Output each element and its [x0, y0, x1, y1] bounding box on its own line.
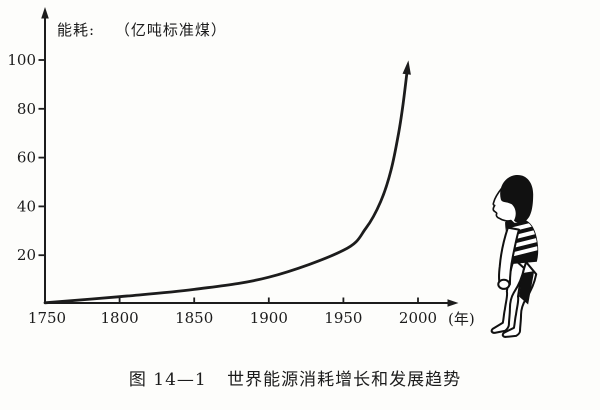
- x-tick-label: 1750: [28, 309, 66, 327]
- curve-arrowhead: [402, 60, 411, 75]
- y-tick-label: 20: [17, 246, 36, 264]
- child-hand: [497, 278, 511, 290]
- y-tick-label: 100: [7, 51, 36, 69]
- y-axis-title-prefix: 能耗:: [57, 21, 96, 39]
- x-tick-label: 1900: [250, 309, 288, 327]
- y-axis-arrow: [41, 7, 49, 19]
- child-front-leg: [490, 258, 526, 334]
- child-legs-shadow: [519, 271, 535, 305]
- x-axis-arrow: [447, 299, 459, 307]
- x-tick-label: 1800: [101, 309, 139, 327]
- y-axis-title-unit: （亿吨标准煤）: [114, 21, 227, 39]
- y-axis-title: 能耗: （亿吨标准煤）: [57, 19, 227, 40]
- figure-title: 世界能源消耗增长和发展趋势: [227, 370, 462, 390]
- child-hair: [500, 174, 534, 223]
- y-tick-label: 40: [17, 197, 36, 215]
- x-tick-label: 1850: [175, 309, 213, 327]
- figure-number: 图 14—1: [128, 370, 207, 390]
- y-tick-label: 60: [17, 149, 36, 167]
- child-figure-illustration: [490, 174, 539, 338]
- x-tick-label: 2000: [399, 309, 437, 327]
- energy-curve: [43, 65, 409, 305]
- x-tick-label: 1950: [324, 309, 362, 327]
- y-tick-label: 80: [17, 100, 36, 118]
- x-axis-unit: (年): [448, 310, 475, 328]
- figure-caption: 图 14—1 世界能源消耗增长和发展趋势: [0, 365, 600, 390]
